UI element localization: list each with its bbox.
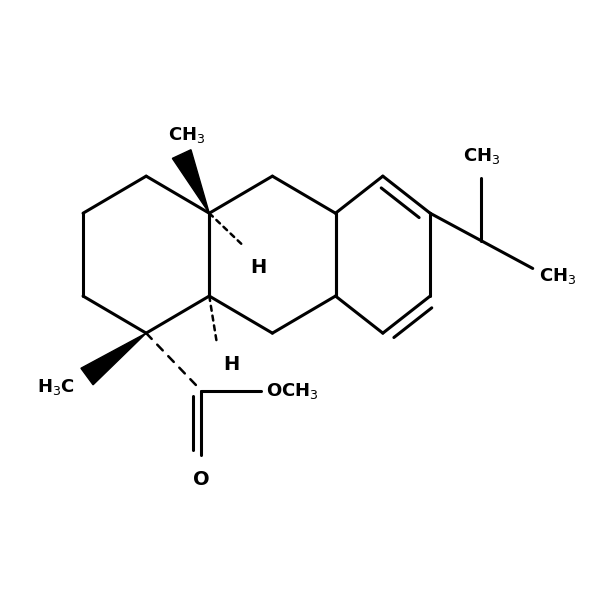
- Text: H: H: [223, 355, 240, 374]
- Text: OCH$_3$: OCH$_3$: [266, 381, 319, 401]
- Text: H: H: [250, 258, 266, 277]
- Text: CH$_3$: CH$_3$: [463, 146, 500, 166]
- Text: CH$_3$: CH$_3$: [168, 125, 206, 145]
- Text: H$_3$C: H$_3$C: [37, 377, 75, 397]
- Polygon shape: [81, 333, 146, 385]
- Text: CH$_3$: CH$_3$: [539, 266, 577, 286]
- Text: O: O: [193, 470, 210, 488]
- Polygon shape: [172, 150, 209, 213]
